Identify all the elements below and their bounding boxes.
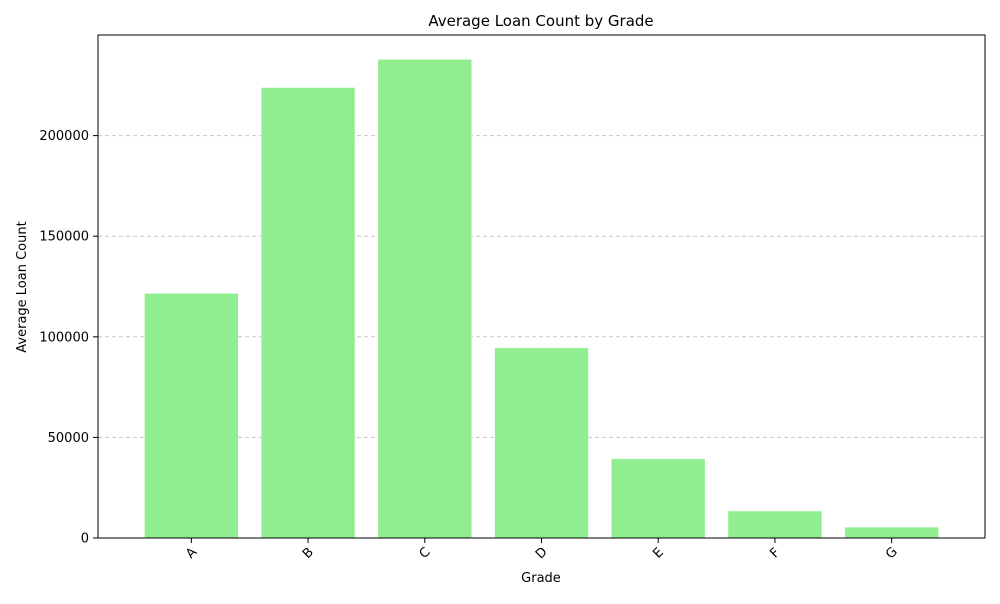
x-tick-label-d: D: [533, 545, 551, 563]
bar-c: [378, 59, 472, 539]
bar-e: [611, 458, 705, 538]
y-tick-label: 100000: [39, 330, 89, 345]
chart-title: Average Loan Count by Grade: [428, 12, 653, 30]
bar-g: [844, 527, 939, 538]
bar-a: [144, 293, 239, 538]
x-axis-label: Grade: [521, 571, 561, 586]
y-axis-label: Average Loan Count: [15, 221, 30, 352]
y-tick-label: 50000: [48, 431, 89, 446]
y-tick-label: 0: [81, 532, 89, 547]
x-tick-label-a: A: [183, 545, 200, 562]
x-tick-label-f: F: [767, 545, 783, 561]
x-tick-label-c: C: [417, 545, 434, 562]
bar-d: [494, 348, 589, 538]
x-tick-label-g: G: [883, 544, 901, 562]
bar-f: [728, 511, 822, 538]
x-tick-label-e: E: [650, 545, 666, 561]
y-tick-label: 150000: [39, 230, 89, 245]
bar-b: [261, 87, 355, 538]
y-tick-label: 200000: [39, 129, 89, 144]
axes: [93, 34, 986, 543]
x-tick-label-b: B: [300, 545, 317, 562]
bars: [144, 59, 939, 539]
